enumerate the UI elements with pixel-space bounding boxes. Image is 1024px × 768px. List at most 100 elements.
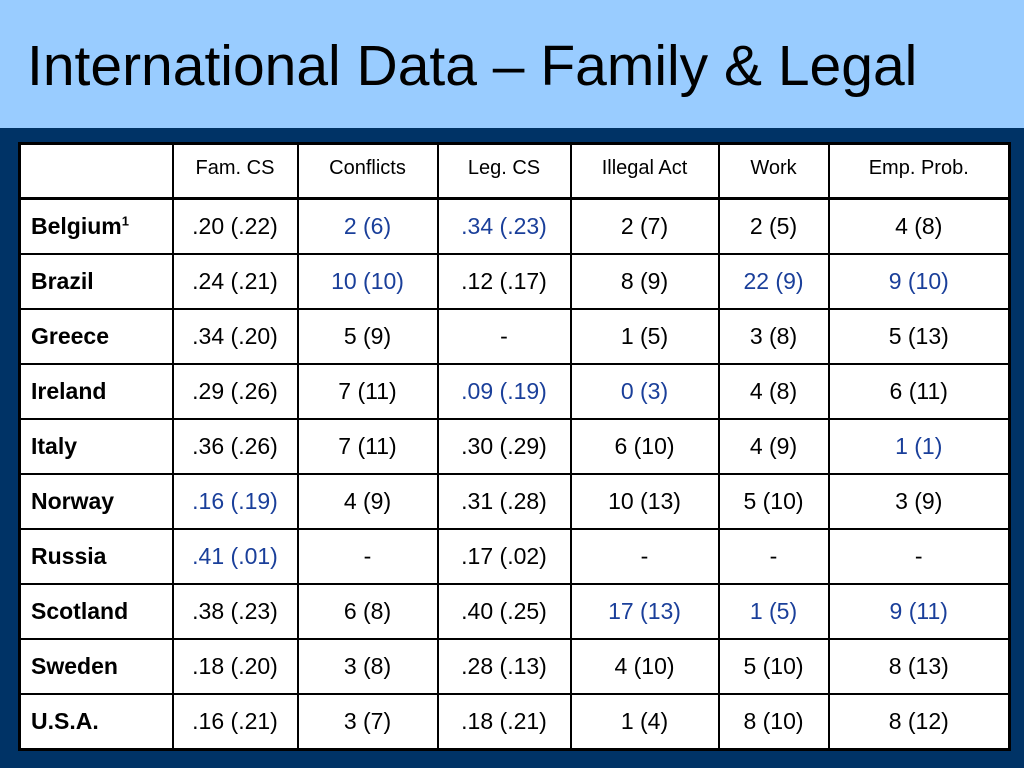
header-cell-leg-cs: Leg. CS (436, 142, 572, 200)
table-row: Italy .36 (.26) 7 (11) .30 (.29) 6 (10) 4 (9)… (18, 418, 1011, 475)
table-cell: 0 (3) (569, 363, 720, 420)
table-row: U.S.A. .16 (.21) 3 (7) .18 (.21) 1 (4) 8 (10)… (18, 693, 1011, 751)
table-cell: .24 (.21) (171, 253, 299, 310)
table-cell: 2 (5) (717, 197, 830, 255)
country-cell: Italy (18, 418, 174, 475)
header-cell-fam-cs: Fam. CS (171, 142, 299, 200)
header-cell-emp-prob: Emp. Prob. (827, 142, 1011, 200)
table-cell: .18 (.20) (171, 638, 299, 695)
header-cell-conflicts: Conflicts (296, 142, 439, 200)
header-cell-corner (18, 142, 174, 200)
country-name: Italy (31, 433, 78, 459)
table-cell: 4 (10) (569, 638, 720, 695)
table-cell: .34 (.23) (436, 197, 572, 255)
table-row: Greece .34 (.20) 5 (9) -1 (5) 3 (8) 5 (13) (18, 308, 1011, 365)
country-name: Sweden (31, 653, 118, 679)
table-row: Scotland .38 (.23) 6 (8) .40 (.25) 17 (13) 1 … (18, 583, 1011, 640)
table-row: Brazil .24 (.21) 10 (10) .12 (.17) 8 (9) 22 (… (18, 253, 1011, 310)
table-cell: - (717, 528, 830, 585)
table-cell: 5 (10) (717, 473, 830, 530)
table-cell: 22 (9) (717, 253, 830, 310)
table-cell: .29 (.26) (171, 363, 299, 420)
table-cell: 8 (12) (827, 693, 1011, 751)
table-cell: - (569, 528, 720, 585)
table-cell: .20 (.22) (171, 197, 299, 255)
table-cell: .12 (.17) (436, 253, 572, 310)
country-name: Ireland (31, 378, 107, 404)
header-cell-illegal-act: Illegal Act (569, 142, 720, 200)
table-row: Belgium1.20 (.22) 2 (6) .34 (.23) 2 (7) 2 (5… (18, 197, 1011, 255)
table-cell: 8 (10) (717, 693, 830, 751)
table-cell: 3 (9) (827, 473, 1011, 530)
country-name: Belgium (31, 213, 122, 239)
table-cell: 6 (11) (827, 363, 1011, 420)
country-name: Greece (31, 323, 110, 349)
table-row: Sweden .18 (.20) 3 (8) .28 (.13) 4 (10) 5 (10… (18, 638, 1011, 695)
table-cell: 5 (10) (717, 638, 830, 695)
slide-title: International Data – Family & Legal (27, 34, 918, 98)
table-cell: - (827, 528, 1011, 585)
footnote-marker: 1 (121, 213, 129, 229)
table-cell: - (436, 308, 572, 365)
table-cell: 1 (4) (569, 693, 720, 751)
table-cell: .30 (.29) (436, 418, 572, 475)
table-cell: .31 (.28) (436, 473, 572, 530)
table-cell: 5 (13) (827, 308, 1011, 365)
table-cell: 8 (13) (827, 638, 1011, 695)
table-cell: 4 (9) (717, 418, 830, 475)
table-cell: 3 (8) (717, 308, 830, 365)
table-row: Ireland .29 (.26) 7 (11) .09 (.19) 0 (3) 4 (8… (18, 363, 1011, 420)
table-cell: 1 (5) (717, 583, 830, 640)
table-cell: .18 (.21) (436, 693, 572, 751)
country-cell: Scotland (18, 583, 174, 640)
table-cell: .17 (.02) (436, 528, 572, 585)
title-bar: International Data – Family & Legal (0, 0, 1024, 128)
country-cell: Greece (18, 308, 174, 365)
table-cell: 6 (10) (569, 418, 720, 475)
data-table: Fam. CS Conflicts Leg. CS Illegal Act Wo… (18, 142, 1011, 751)
header-cell-work: Work (717, 142, 830, 200)
data-table-container: Fam. CS Conflicts Leg. CS Illegal Act Wo… (18, 142, 1011, 751)
table-cell: 17 (13) (569, 583, 720, 640)
table-cell: 2 (7) (569, 197, 720, 255)
table-cell: 4 (9) (296, 473, 439, 530)
table-cell: .36 (.26) (171, 418, 299, 475)
table-cell: 9 (10) (827, 253, 1011, 310)
table-cell: .38 (.23) (171, 583, 299, 640)
table-cell: .28 (.13) (436, 638, 572, 695)
table-row: Norway .16 (.19) 4 (9) .31 (.28) 10 (13) 5 (1… (18, 473, 1011, 530)
country-name: Norway (31, 488, 115, 514)
table-cell: 8 (9) (569, 253, 720, 310)
table-cell: .41 (.01) (171, 528, 299, 585)
country-name: U.S.A. (31, 708, 99, 734)
country-cell: U.S.A. (18, 693, 174, 751)
table-cell: 4 (8) (827, 197, 1011, 255)
table-cell: 10 (13) (569, 473, 720, 530)
country-cell: Ireland (18, 363, 174, 420)
country-cell: Belgium1 (18, 197, 174, 255)
table-cell: .16 (.19) (171, 473, 299, 530)
table-cell: 4 (8) (717, 363, 830, 420)
table-cell: 1 (1) (827, 418, 1011, 475)
table-cell: .16 (.21) (171, 693, 299, 751)
table-cell: .34 (.20) (171, 308, 299, 365)
table-cell: 3 (7) (296, 693, 439, 751)
table-cell: 7 (11) (296, 418, 439, 475)
country-cell: Russia (18, 528, 174, 585)
table-cell: 5 (9) (296, 308, 439, 365)
country-name: Russia (31, 543, 107, 569)
table-row: Russia .41 (.01) - .17 (.02) - - - (18, 528, 1011, 585)
country-cell: Sweden (18, 638, 174, 695)
table-cell: 10 (10) (296, 253, 439, 310)
table-body: Belgium1.20 (.22) 2 (6) .34 (.23) 2 (7) 2 (5… (18, 197, 1011, 751)
country-name: Brazil (31, 268, 94, 294)
table-cell: 6 (8) (296, 583, 439, 640)
table-cell: .09 (.19) (436, 363, 572, 420)
country-name: Scotland (31, 598, 129, 624)
table-cell: 2 (6) (296, 197, 439, 255)
table-cell: 7 (11) (296, 363, 439, 420)
table-cell: 3 (8) (296, 638, 439, 695)
table-cell: .40 (.25) (436, 583, 572, 640)
country-cell: Norway (18, 473, 174, 530)
table-cell: 9 (11) (827, 583, 1011, 640)
